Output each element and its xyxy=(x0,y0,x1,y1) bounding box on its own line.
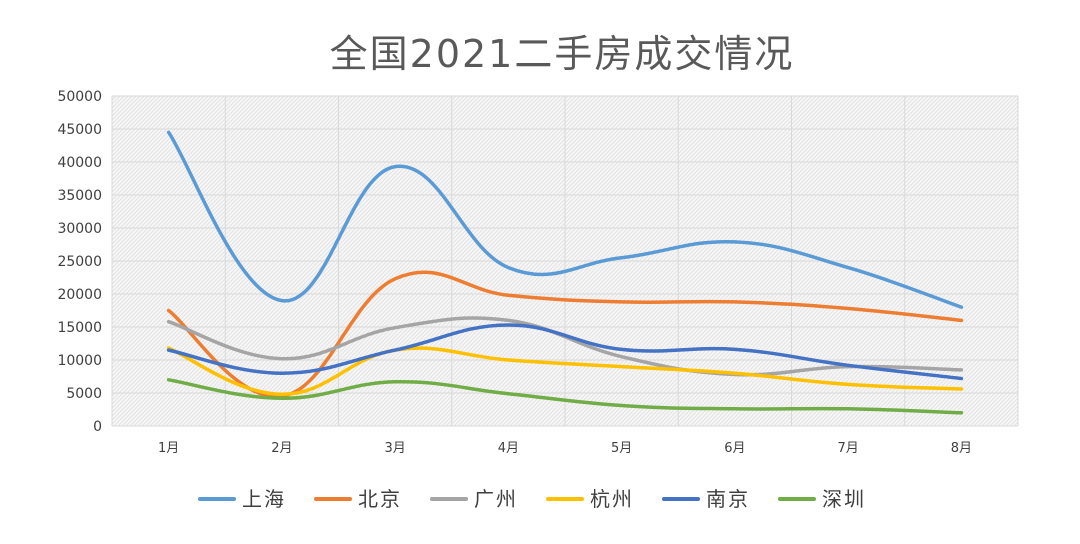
y-tick-label: 50000 xyxy=(57,89,102,105)
legend-label-4: 南京 xyxy=(706,487,750,511)
y-tick-label: 35000 xyxy=(57,188,102,204)
gridlines xyxy=(111,95,1019,427)
x-axis-ticks: 1月 2月 3月 4月 5月 6月 7月 8月 xyxy=(158,441,972,456)
y-tick-label: 15000 xyxy=(57,320,102,336)
legend-label-0: 上海 xyxy=(242,487,286,511)
series-line-5 xyxy=(166,378,964,415)
series-line-0 xyxy=(166,130,964,309)
series-line-4 xyxy=(166,323,964,381)
x-tick-label: 1月 xyxy=(158,441,179,456)
x-tick-label: 6月 xyxy=(724,441,745,456)
chart-title: 全国2021二手房成交情况 xyxy=(330,32,795,76)
legend-label-3: 杭州 xyxy=(590,487,634,511)
y-tick-label: 40000 xyxy=(57,155,102,171)
x-tick-label: 5月 xyxy=(611,441,632,456)
x-tick-label: 2月 xyxy=(271,441,292,456)
y-tick-label: 20000 xyxy=(57,287,102,303)
legend-label-5: 深圳 xyxy=(822,487,866,511)
x-tick-label: 3月 xyxy=(384,441,405,456)
x-tick-label: 4月 xyxy=(498,441,519,456)
series-line-3 xyxy=(166,346,964,397)
y-tick-label: 10000 xyxy=(57,353,102,369)
series-lines xyxy=(166,130,964,415)
legend-label-2: 广州 xyxy=(474,487,518,511)
x-tick-label: 7月 xyxy=(837,441,858,456)
y-tick-label: 25000 xyxy=(57,254,102,270)
legend: 上海 北京 广州 杭州 南京 深圳 xyxy=(198,487,866,511)
y-axis-ticks: 0 5000 10000 15000 20000 25000 30000 35000 40000… xyxy=(57,89,102,435)
legend-label-1: 北京 xyxy=(358,487,402,511)
y-tick-label: 45000 xyxy=(57,122,102,138)
y-tick-label: 0 xyxy=(93,419,102,435)
y-tick-label: 5000 xyxy=(66,386,102,402)
x-tick-label: 8月 xyxy=(951,441,972,456)
y-tick-label: 30000 xyxy=(57,221,102,237)
